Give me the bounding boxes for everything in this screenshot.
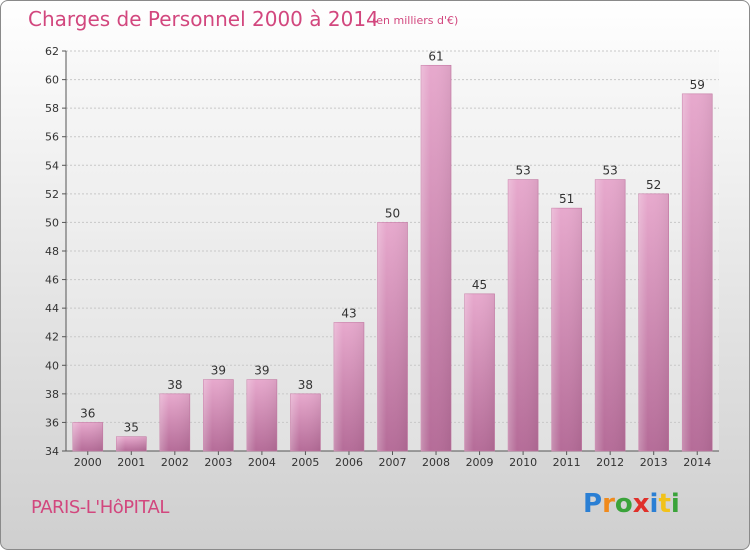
bar-shade	[638, 193, 669, 451]
bar-shade	[595, 179, 626, 452]
x-tick-label: 2007	[379, 456, 407, 469]
y-tick-label: 34	[45, 445, 59, 458]
x-tick-label: 2011	[553, 456, 581, 469]
bar-2008	[420, 64, 452, 452]
y-tick-label: 56	[45, 131, 59, 144]
bars	[72, 64, 713, 452]
logo-letter: i	[649, 489, 659, 519]
data-labels: 36 35 38 39 39 38 43 50 61 45 53 51 53 52 59	[80, 49, 705, 434]
x-tick-label: 2012	[596, 456, 624, 469]
bar-value-label: 45	[472, 278, 487, 292]
bar-2011	[551, 207, 582, 452]
x-tick-label: 2004	[248, 456, 276, 469]
city-name: PARIS-L'HôPITAL	[31, 497, 169, 518]
y-tick-label: 40	[45, 359, 59, 372]
bar-2006	[333, 322, 365, 452]
x-tick-label: 2009	[466, 456, 494, 469]
bar-2002	[159, 393, 191, 452]
chart-title: Charges de Personnel 2000 à 2014	[28, 7, 379, 31]
bar-value-label: 53	[603, 164, 618, 178]
bar-value-label: 39	[211, 364, 226, 378]
x-tick-label: 2000	[74, 456, 102, 469]
logo-letter: o	[614, 489, 633, 519]
bar-shade	[290, 393, 321, 451]
bar-2012	[594, 179, 626, 452]
y-tick-label: 58	[45, 102, 59, 115]
bar-shade	[551, 208, 582, 451]
bar-value-label: 36	[80, 406, 95, 420]
bar-2005	[290, 393, 321, 452]
bar-2007	[377, 222, 408, 452]
bar-value-label: 39	[254, 364, 269, 378]
bar-2000	[72, 422, 104, 452]
bar-shade	[203, 379, 234, 451]
bar-value-label: 38	[298, 378, 313, 392]
bar-shade	[72, 422, 103, 451]
bar-2013	[638, 193, 670, 452]
bar-shade	[682, 93, 713, 451]
bar-shade	[421, 65, 452, 452]
bar-value-label: 59	[690, 78, 705, 92]
proxiti-logo: Proxiti	[583, 489, 680, 519]
y-tick-label: 50	[45, 216, 59, 229]
bar-value-label: 53	[515, 164, 530, 178]
x-tick-label: 2008	[422, 456, 450, 469]
bar-value-label: 50	[385, 206, 400, 220]
bar-shade	[116, 436, 147, 451]
bar-value-label: 43	[341, 306, 356, 320]
bar-value-label: 61	[428, 49, 443, 63]
x-tick-label: 2013	[640, 456, 668, 469]
x-tick-label: 2002	[161, 456, 189, 469]
logo-letter: t	[658, 489, 671, 519]
y-tick-label: 62	[45, 45, 59, 58]
y-tick-label: 46	[45, 274, 59, 287]
bar-shade	[464, 293, 495, 451]
bar-shade	[377, 222, 408, 451]
x-tick-label: 2001	[117, 456, 145, 469]
y-tick-label: 38	[45, 388, 59, 401]
chart-subtitle: (en milliers d'€)	[372, 14, 459, 27]
bar-shade	[246, 379, 277, 451]
x-tick-label: 2010	[509, 456, 537, 469]
y-tick-label: 42	[45, 331, 59, 344]
bar-shade	[508, 179, 539, 452]
y-tick-label: 60	[45, 74, 59, 87]
y-tick-label: 54	[45, 159, 59, 172]
bar-2010	[507, 179, 539, 452]
bar-shade	[159, 393, 190, 451]
bar-2014	[681, 93, 713, 452]
bar-value-label: 38	[167, 378, 182, 392]
axes: 34 36 38 40 42 44 46 48 50 52 54 56 58 60 62 2000 2001 20…	[45, 45, 719, 469]
x-tick-label: 2003	[204, 456, 232, 469]
x-tick-label: 2014	[683, 456, 711, 469]
logo-letter: x	[632, 489, 650, 519]
bar-value-label: 52	[646, 178, 661, 192]
bar-2001	[116, 436, 147, 452]
y-tick-label: 36	[45, 416, 59, 429]
bar-value-label: 51	[559, 192, 574, 206]
y-tick-label: 44	[45, 302, 59, 315]
logo-letter: r	[602, 489, 615, 519]
bar-shade	[333, 322, 364, 451]
bar-value-label: 35	[124, 421, 139, 435]
bar-2003	[203, 379, 234, 452]
bar-2004	[246, 379, 278, 452]
y-tick-label: 48	[45, 245, 59, 258]
y-tick-label: 52	[45, 188, 59, 201]
logo-letter: i	[670, 489, 680, 519]
bar-2009	[464, 293, 495, 452]
x-tick-label: 2005	[291, 456, 319, 469]
x-tick-label: 2006	[335, 456, 363, 469]
logo-letter: P	[583, 489, 603, 519]
